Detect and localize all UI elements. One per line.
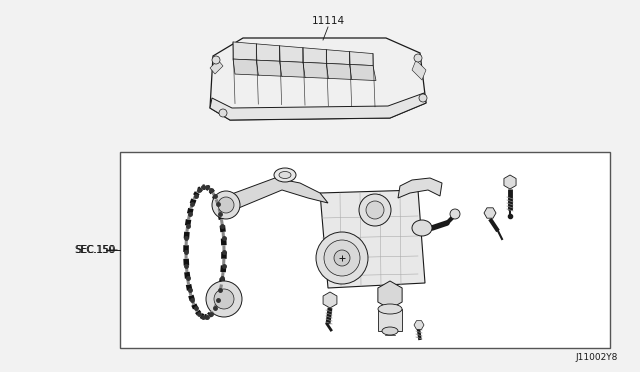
Circle shape bbox=[366, 201, 384, 219]
Polygon shape bbox=[349, 52, 373, 65]
Polygon shape bbox=[414, 321, 424, 329]
Polygon shape bbox=[257, 44, 280, 61]
Circle shape bbox=[334, 250, 350, 266]
Circle shape bbox=[359, 194, 391, 226]
Polygon shape bbox=[233, 42, 257, 60]
Circle shape bbox=[324, 240, 360, 276]
Circle shape bbox=[214, 289, 234, 309]
Polygon shape bbox=[412, 60, 426, 80]
Circle shape bbox=[414, 54, 422, 62]
Polygon shape bbox=[280, 46, 303, 62]
Circle shape bbox=[219, 109, 227, 117]
Polygon shape bbox=[219, 178, 328, 212]
Ellipse shape bbox=[279, 171, 291, 179]
Polygon shape bbox=[326, 50, 349, 64]
Text: SEC.150: SEC.150 bbox=[75, 245, 115, 255]
Bar bbox=[378, 309, 402, 331]
Polygon shape bbox=[323, 292, 337, 308]
Polygon shape bbox=[210, 93, 426, 120]
Polygon shape bbox=[320, 190, 425, 288]
Circle shape bbox=[419, 94, 427, 102]
Polygon shape bbox=[349, 64, 376, 81]
Polygon shape bbox=[257, 60, 283, 76]
Ellipse shape bbox=[412, 220, 432, 236]
Polygon shape bbox=[398, 178, 442, 198]
Polygon shape bbox=[210, 60, 223, 74]
Polygon shape bbox=[504, 175, 516, 189]
Polygon shape bbox=[303, 48, 326, 63]
Text: J11002Y8: J11002Y8 bbox=[575, 353, 618, 362]
Polygon shape bbox=[233, 59, 259, 75]
Circle shape bbox=[316, 232, 368, 284]
Polygon shape bbox=[303, 62, 330, 78]
Circle shape bbox=[450, 209, 460, 219]
Circle shape bbox=[206, 281, 242, 317]
Ellipse shape bbox=[382, 327, 398, 335]
Polygon shape bbox=[280, 61, 306, 77]
Ellipse shape bbox=[274, 168, 296, 182]
Polygon shape bbox=[484, 208, 496, 218]
Text: 11114: 11114 bbox=[312, 16, 344, 26]
Circle shape bbox=[212, 191, 240, 219]
Text: SEC.150: SEC.150 bbox=[74, 245, 115, 255]
Ellipse shape bbox=[378, 304, 402, 314]
Polygon shape bbox=[378, 281, 402, 309]
Circle shape bbox=[212, 56, 220, 64]
Circle shape bbox=[218, 197, 234, 213]
Polygon shape bbox=[210, 38, 426, 120]
Polygon shape bbox=[326, 63, 353, 80]
Bar bbox=[120, 152, 610, 348]
